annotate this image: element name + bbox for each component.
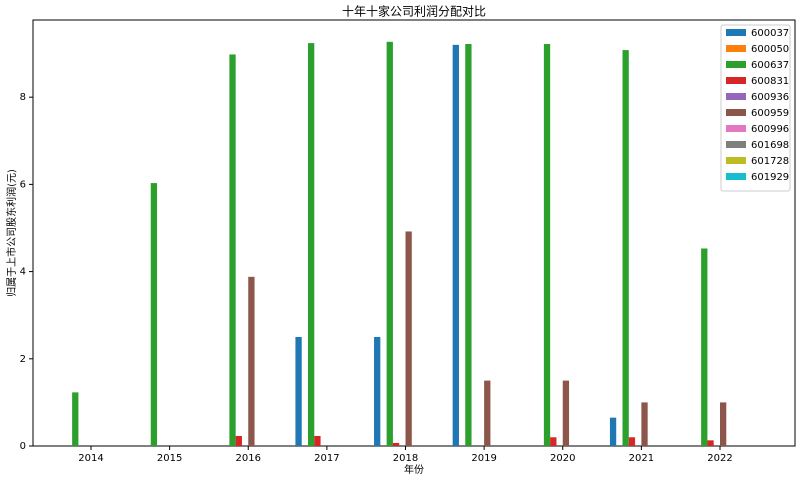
legend-label: 601929 — [751, 172, 789, 183]
legend-swatch — [726, 45, 746, 52]
bar — [229, 54, 236, 447]
legend-swatch — [726, 125, 746, 132]
legend-label: 600959 — [751, 108, 789, 119]
bar — [374, 336, 381, 446]
bar — [235, 435, 242, 446]
bar — [484, 380, 491, 446]
bar — [609, 417, 617, 446]
bar — [707, 440, 714, 446]
bar — [622, 50, 629, 447]
y-tick-label: 6 — [20, 179, 26, 190]
chart-title: 十年十家公司利润分配对比 — [342, 4, 486, 19]
x-tick-label: 2014 — [78, 453, 103, 464]
bar — [452, 44, 459, 446]
x-tick-label: 2019 — [471, 453, 496, 464]
bar — [314, 435, 321, 446]
bar — [405, 231, 412, 446]
legend-swatch — [726, 77, 746, 84]
legend-swatch — [726, 141, 746, 148]
y-axis-label: 归属于上市公司股东利润(元) — [5, 169, 18, 297]
x-tick-label: 2022 — [707, 453, 732, 464]
bar — [720, 402, 727, 446]
bar — [386, 41, 393, 447]
bar — [628, 437, 636, 446]
bar — [543, 43, 551, 447]
legend-swatch — [726, 157, 746, 164]
x-axis-label: 年份 — [404, 463, 424, 476]
bar — [641, 402, 648, 446]
plot-frame — [32, 19, 796, 447]
bar — [295, 336, 302, 446]
legend-label: 600050 — [751, 44, 789, 55]
bar — [248, 276, 255, 446]
bar — [465, 43, 472, 447]
legend-swatch — [726, 109, 746, 116]
legend-swatch — [726, 173, 746, 180]
bar — [308, 43, 315, 446]
x-tick-label: 2017 — [314, 453, 339, 464]
x-tick-label: 2021 — [629, 453, 654, 464]
bar — [72, 392, 79, 446]
x-tick-label: 2018 — [393, 453, 418, 464]
x-tick-label: 2015 — [157, 453, 182, 464]
legend-swatch — [726, 93, 746, 100]
legend-swatch — [726, 61, 746, 68]
bar — [392, 442, 400, 446]
legend-swatch — [726, 29, 746, 36]
legend-label: 600637 — [751, 60, 789, 71]
x-tick-label: 2020 — [550, 453, 575, 464]
y-tick-label: 8 — [20, 92, 26, 103]
legend-label: 600996 — [751, 124, 789, 135]
y-tick-label: 2 — [20, 354, 26, 365]
bar — [150, 183, 158, 447]
legend-label: 600936 — [751, 92, 789, 103]
x-tick-label: 2016 — [236, 453, 261, 464]
y-tick-label: 0 — [20, 441, 26, 452]
bar — [550, 437, 557, 446]
legend-label: 600037 — [751, 28, 789, 39]
legend-label: 601698 — [751, 140, 789, 151]
bar — [701, 248, 708, 446]
y-tick-label: 4 — [20, 267, 26, 278]
legend-label: 601728 — [751, 156, 789, 167]
legend-label: 600831 — [751, 76, 789, 87]
bar — [562, 380, 570, 446]
